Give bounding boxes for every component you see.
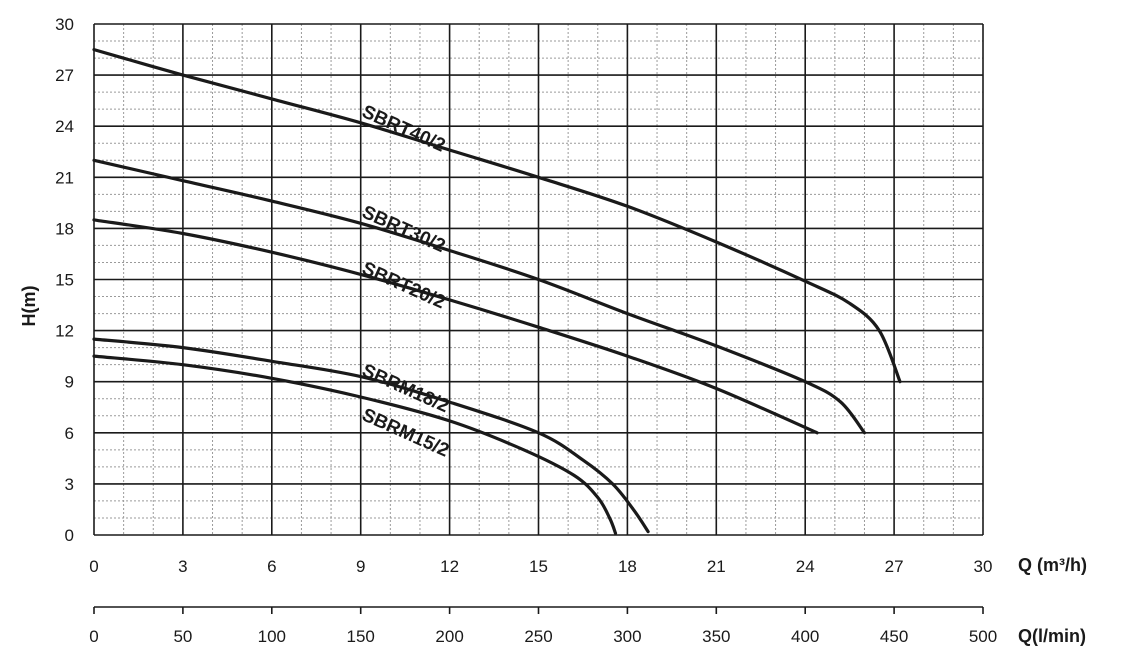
series-line-sbrt40-2 <box>92 48 902 384</box>
y-axis-title: H(m) <box>19 286 39 327</box>
y-tick-label: 21 <box>55 168 74 187</box>
series-label-sbrt40-2: SBRT40/2 <box>359 101 449 156</box>
x-tick-label: 30 <box>974 557 993 576</box>
secondary-x-tick-label: 350 <box>702 627 730 646</box>
x-tick-label: 9 <box>356 557 365 576</box>
y-tick-label: 30 <box>55 15 74 34</box>
x-tick-label: 18 <box>618 557 637 576</box>
secondary-x-axis-ticks: 0 50 100 150 200 250 300 350 400 450 500 <box>89 627 997 646</box>
x-tick-label: 6 <box>267 557 276 576</box>
secondary-x-axis-title: Q(l/min) <box>1018 626 1086 646</box>
secondary-x-tick-label: 300 <box>613 627 641 646</box>
series-line-sbrt30-2 <box>92 158 867 435</box>
series-line-sbrm18-2 <box>92 337 650 534</box>
secondary-x-tick-label: 500 <box>969 627 997 646</box>
y-tick-label: 24 <box>55 117 74 136</box>
x-axis-ticks: 0 3 6 9 12 15 18 21 24 27 30 <box>89 557 992 576</box>
y-tick-label: 0 <box>65 526 74 545</box>
x-tick-label: 24 <box>796 557 815 576</box>
series-line-sbrt20-2 <box>92 218 819 435</box>
series-label-sbrt30-2: SBRT30/2 <box>359 202 449 257</box>
series-label-sbrt20-2: SBRT20/2 <box>359 258 449 313</box>
secondary-x-tick-label: 150 <box>347 627 375 646</box>
secondary-x-tick-label: 400 <box>791 627 819 646</box>
y-tick-label: 15 <box>55 271 74 290</box>
y-axis-ticks: 0 3 6 9 12 15 18 21 24 27 30 <box>55 15 74 545</box>
x-axis-title: Q (m³/h) <box>1018 555 1087 575</box>
y-tick-label: 9 <box>65 373 74 392</box>
x-tick-label: 0 <box>89 557 98 576</box>
x-tick-label: 3 <box>178 557 187 576</box>
x-tick-label: 15 <box>529 557 548 576</box>
x-tick-label: 21 <box>707 557 726 576</box>
y-tick-label: 6 <box>65 424 74 443</box>
y-tick-label: 3 <box>65 475 74 494</box>
y-tick-label: 12 <box>55 322 74 341</box>
secondary-x-tick-label: 200 <box>435 627 463 646</box>
secondary-x-tick-label: 450 <box>880 627 908 646</box>
x-tick-label: 12 <box>440 557 459 576</box>
y-tick-label: 18 <box>55 219 74 238</box>
secondary-x-tick-label: 0 <box>89 627 98 646</box>
secondary-x-axis <box>93 606 984 614</box>
series-line-sbrm15-2 <box>92 354 618 535</box>
secondary-x-tick-label: 100 <box>258 627 286 646</box>
performance-curves <box>92 48 902 535</box>
x-tick-label: 27 <box>885 557 904 576</box>
secondary-x-tick-label: 50 <box>173 627 192 646</box>
y-tick-label: 27 <box>55 66 74 85</box>
secondary-x-tick-label: 250 <box>524 627 552 646</box>
